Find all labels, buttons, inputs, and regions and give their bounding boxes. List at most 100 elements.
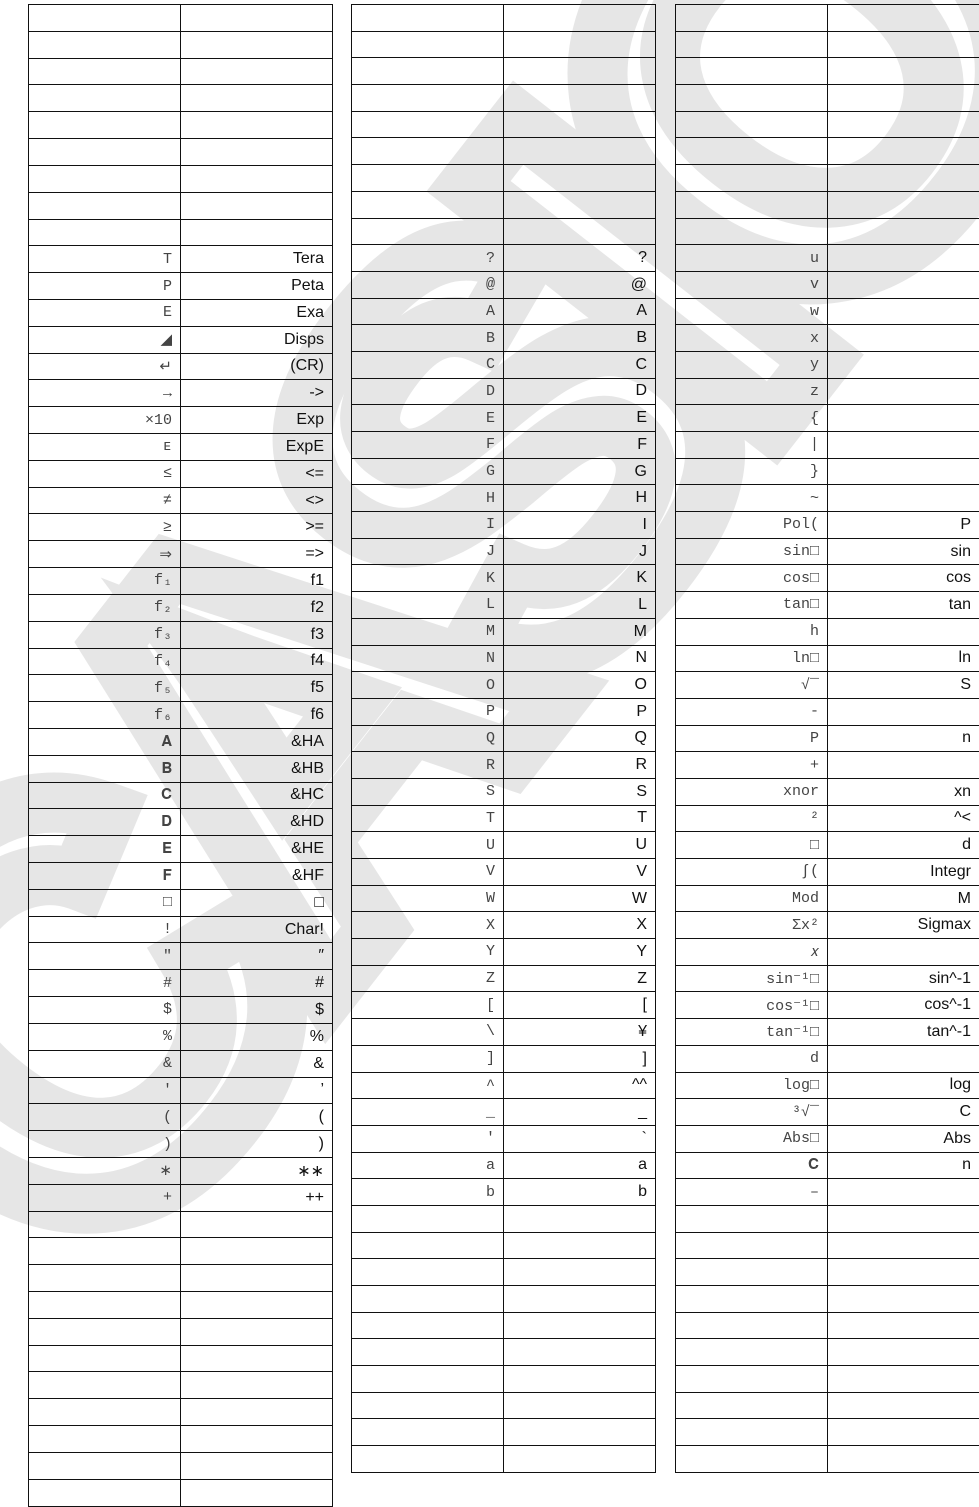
- calculator-symbol-cell: [675, 30, 828, 59]
- calculator-symbol-cell: E: [28, 298, 181, 327]
- table-row: T Tera: [28, 245, 333, 274]
- calculator-symbol-cell: (: [28, 1103, 181, 1132]
- table-row: sin⁻¹□ sin^-1: [675, 964, 979, 993]
- text-code-cell: &HC: [180, 781, 333, 810]
- calculator-symbol-cell: Z: [351, 964, 504, 993]
- table-row: tan⁻¹□ tan^-1: [675, 1018, 979, 1046]
- table-row: }: [675, 457, 979, 486]
- calculator-symbol-cell: [28, 57, 181, 86]
- calculator-symbol-cell: &: [28, 1049, 181, 1078]
- text-code-cell: n: [827, 724, 979, 753]
- table-row: [28, 84, 333, 113]
- text-code-cell: sin: [827, 537, 979, 566]
- text-code-cell: ExpE: [180, 433, 333, 461]
- text-code-cell: [180, 1210, 333, 1239]
- calculator-symbol-cell: [28, 4, 181, 32]
- calculator-symbol-cell: sin⁻¹□: [675, 964, 828, 993]
- calculator-symbol-cell: □: [675, 831, 828, 859]
- text-code-cell: [827, 404, 979, 432]
- table-row: [28, 1264, 333, 1292]
- calculator-symbol-cell: 𝐄: [28, 835, 181, 863]
- table-row: " ″: [28, 942, 333, 971]
- table-row: & &: [28, 1049, 333, 1078]
- text-code-cell: U: [503, 831, 656, 859]
- text-code-cell: [827, 297, 979, 326]
- table-row: + ++: [28, 1183, 333, 1212]
- text-code-cell: [180, 191, 333, 220]
- table-row: [351, 84, 656, 112]
- calculator-symbol-cell: T: [28, 245, 181, 274]
- table-row: [28, 1237, 333, 1266]
- calculator-symbol-cell: f₃: [28, 620, 181, 649]
- text-code-cell: %: [180, 1022, 333, 1051]
- table-row: √‾ S: [675, 671, 979, 699]
- calculator-symbol-cell: C: [351, 350, 504, 379]
- table-row: [28, 138, 333, 166]
- text-code-cell: =>: [180, 540, 333, 569]
- text-code-cell: [827, 110, 979, 139]
- text-code-cell: ]: [503, 1044, 656, 1073]
- calculator-symbol-cell: [351, 1391, 504, 1420]
- calculator-symbol-cell: [28, 1344, 181, 1373]
- calculator-symbol-cell: ≥: [28, 513, 181, 542]
- table-row: [675, 1231, 979, 1260]
- table-row: [28, 57, 333, 86]
- table-row: _ _: [351, 1098, 656, 1126]
- text-code-cell: Abs: [827, 1124, 979, 1153]
- text-code-cell: [827, 57, 979, 86]
- table-row: log□ log: [675, 1071, 979, 1100]
- table-row: ×10 Exp: [28, 406, 333, 434]
- calculator-symbol-cell: [675, 190, 828, 219]
- text-code-cell: [503, 110, 656, 139]
- calculator-symbol-cell: I: [351, 511, 504, 539]
- table-row: 𝑥: [675, 938, 979, 966]
- calculator-symbol-cell: [675, 1338, 828, 1367]
- text-code-cell: S: [503, 777, 656, 806]
- table-row: [675, 57, 979, 86]
- calculator-symbol-cell: }: [675, 457, 828, 486]
- calculator-symbol-cell: _: [351, 1098, 504, 1126]
- calculator-symbol-cell: [675, 217, 828, 246]
- table-row: [675, 1365, 979, 1393]
- text-code-cell: &HB: [180, 754, 333, 783]
- text-code-cell: @: [503, 270, 656, 299]
- text-code-cell: [827, 324, 979, 352]
- table-row: # #: [28, 969, 333, 998]
- table-header-row: [675, 4, 979, 32]
- calculator-symbol-cell: Σx²: [675, 911, 828, 940]
- calculator-symbol-cell: ln□: [675, 644, 828, 673]
- calculator-symbol-cell: √‾: [675, 671, 828, 699]
- text-code-cell: f2: [180, 593, 333, 622]
- text-code-cell: [827, 1418, 979, 1447]
- table-row: [675, 30, 979, 59]
- calculator-symbol-cell: w: [675, 297, 828, 326]
- text-code-cell: [827, 1311, 979, 1340]
- calculator-symbol-cell: □: [28, 888, 181, 917]
- text-code-cell: [503, 1445, 656, 1473]
- calculator-symbol-cell: ~: [675, 484, 828, 513]
- text-code-cell: I: [503, 511, 656, 539]
- calculator-symbol-cell: xnor: [675, 777, 828, 806]
- calculator-symbol-cell: [351, 1204, 504, 1233]
- calculator-symbol-cell: ^: [351, 1071, 504, 1100]
- text-code-cell: [827, 617, 979, 646]
- table-row: Abs□ Abs: [675, 1124, 979, 1153]
- calculator-symbol-cell: 𝐁: [28, 754, 181, 783]
- calculator-symbol-cell: [28, 84, 181, 113]
- calculator-symbol-cell: [351, 137, 504, 166]
- text-code-cell: b: [503, 1178, 656, 1206]
- table-row: [351, 190, 656, 219]
- text-code-cell: [503, 1418, 656, 1447]
- text-code-cell: O: [503, 671, 656, 699]
- calculator-symbol-cell: \: [351, 1018, 504, 1046]
- calculator-symbol-cell: J: [351, 537, 504, 566]
- table-row: □ □: [28, 888, 333, 917]
